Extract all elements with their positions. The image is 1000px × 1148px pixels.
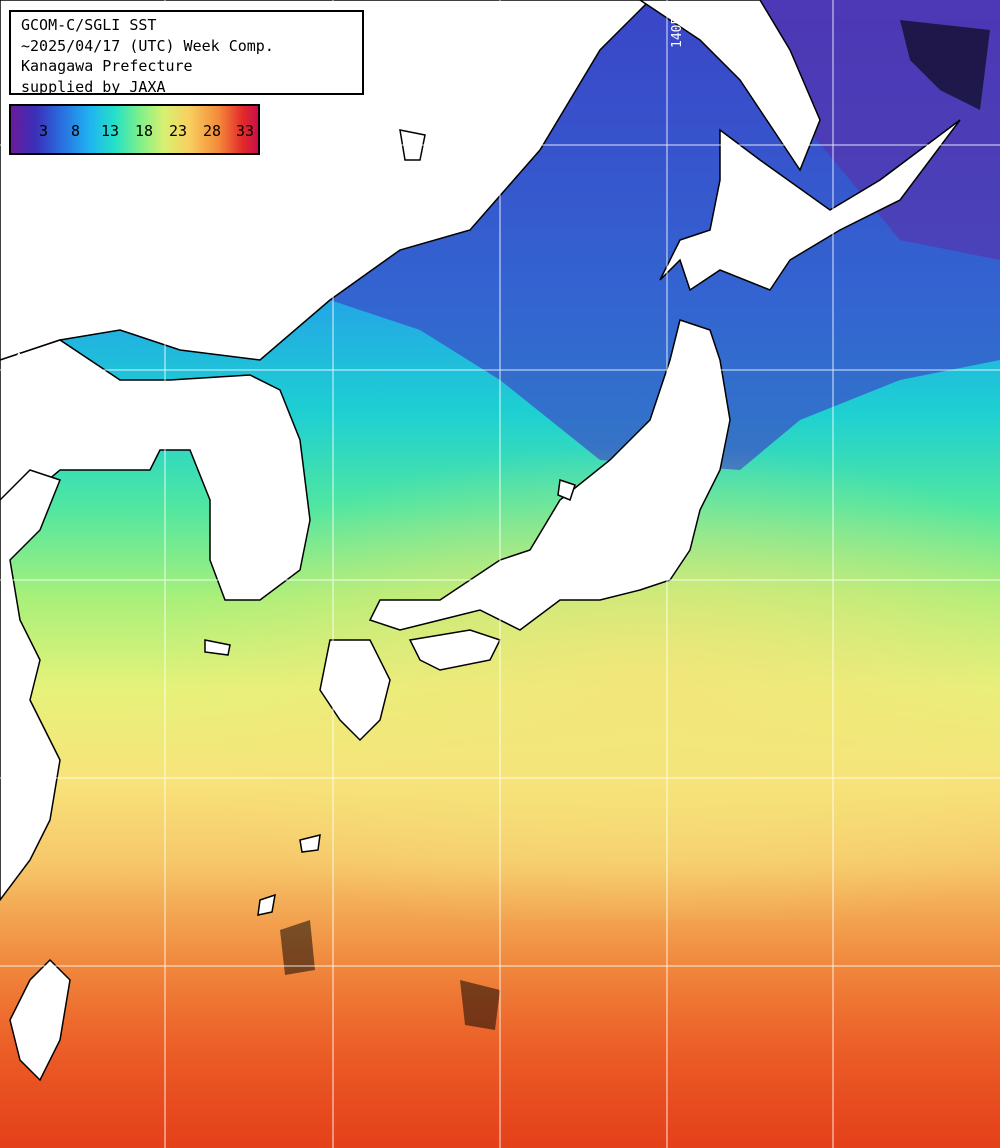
colorbar-tick: 28 xyxy=(203,122,222,140)
colorbar-tick: 8 xyxy=(71,122,81,140)
title-box: GCOM-C/SGLI SST ~2025/04/17 (UTC) Week C… xyxy=(9,10,364,96)
honshu xyxy=(368,319,731,631)
island-ryukyu-1 xyxy=(299,834,321,853)
cloud-patch-2 xyxy=(280,920,315,975)
korea-peninsula xyxy=(0,339,311,601)
china-coast xyxy=(0,469,61,902)
kyushu xyxy=(319,639,391,742)
title-line-3: Kanagawa Prefecture xyxy=(21,57,193,75)
shikoku xyxy=(408,629,502,671)
cloud-patch-3 xyxy=(460,980,500,1030)
taiwan xyxy=(9,958,71,1082)
island-sado xyxy=(557,479,576,502)
colorbar-tick: 33 xyxy=(236,122,255,140)
colorbar-tick: 3 xyxy=(39,122,49,140)
sakhalin xyxy=(638,0,821,172)
cloud-patch-1 xyxy=(900,20,990,110)
colorbar-tick: 18 xyxy=(135,122,154,140)
latitude-label: 40N xyxy=(14,352,38,367)
longitude-label: 140E xyxy=(670,16,685,48)
colorbar-tick: 23 xyxy=(169,122,188,140)
title-line-4: supplied by JAXA xyxy=(21,77,166,96)
colorbar: 3 8 13 18 23 28 33 xyxy=(9,104,260,155)
title-line-1: GCOM-C/SGLI SST xyxy=(21,16,157,34)
title-line-2: ~2025/04/17 (UTC) Week Comp. xyxy=(21,36,274,55)
colorbar-tick: 13 xyxy=(101,122,120,140)
island-ryukyu-2 xyxy=(257,893,276,916)
island-tsushima xyxy=(204,639,231,656)
hokkaido xyxy=(659,119,961,292)
